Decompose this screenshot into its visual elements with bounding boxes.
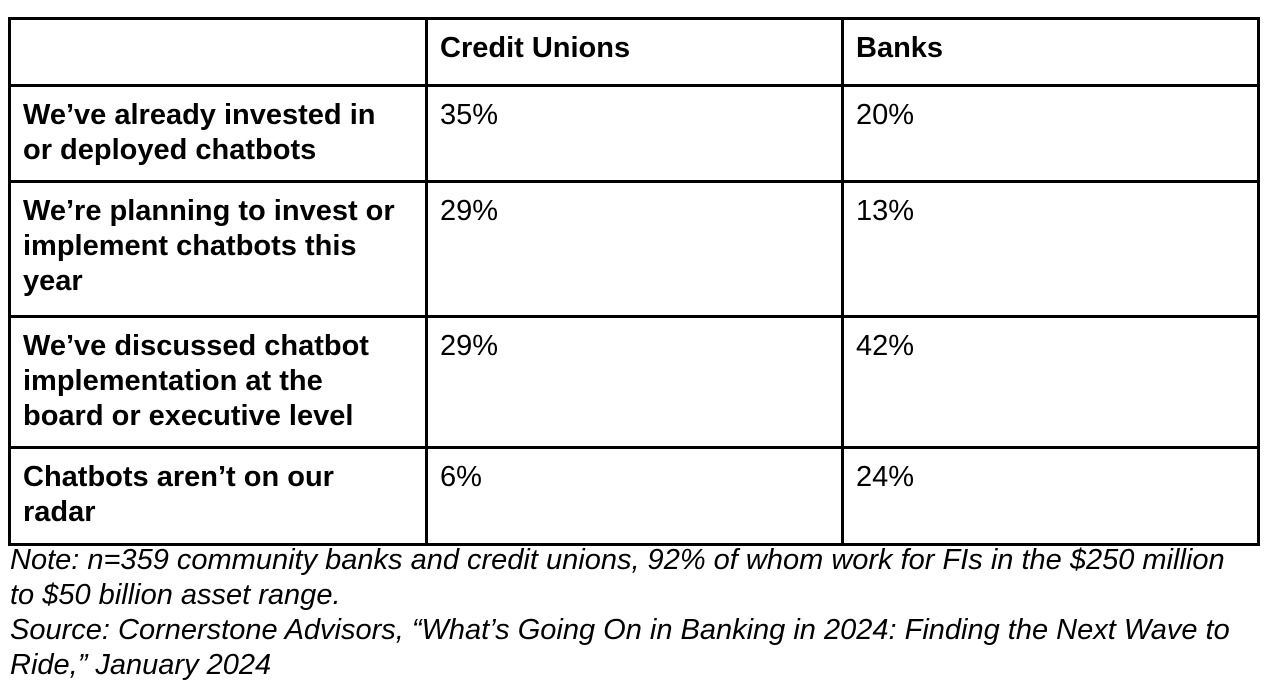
- row-label-column-header: [8, 17, 428, 87]
- table-header-row: Credit Unions Banks: [8, 17, 1260, 87]
- source-text: Source: Cornerstone Advisors, “What’s Go…: [10, 614, 1230, 681]
- credit-unions-value: 29%: [425, 180, 844, 318]
- footnotes: Note: n=359 community banks and credit u…: [10, 543, 1242, 683]
- table-row: We’ve discussed chatbot implementation a…: [8, 315, 1260, 449]
- row-label-discussed: We’ve discussed chatbot implementation a…: [8, 315, 428, 449]
- banks-value: 24%: [841, 446, 1260, 546]
- table-row: Chatbots aren’t on our radar 6% 24%: [8, 446, 1260, 546]
- row-label-not-on-radar: Chatbots aren’t on our radar: [8, 446, 428, 546]
- banks-value: 42%: [841, 315, 1260, 449]
- table-row: We’re planning to invest or implement ch…: [8, 180, 1260, 318]
- banks-column-header: Banks: [841, 17, 1260, 87]
- credit-unions-value: 6%: [425, 446, 844, 546]
- banks-value: 20%: [841, 84, 1260, 183]
- credit-unions-value: 29%: [425, 315, 844, 449]
- table-row: We’ve already invested in or deployed ch…: [8, 84, 1260, 183]
- banks-value: 13%: [841, 180, 1260, 318]
- credit-unions-value: 35%: [425, 84, 844, 183]
- row-label-invested: We’ve already invested in or deployed ch…: [8, 84, 428, 183]
- row-label-planning: We’re planning to invest or implement ch…: [8, 180, 428, 318]
- chatbot-adoption-table: Credit Unions Banks We’ve already invest…: [8, 17, 1260, 546]
- note-text: Note: n=359 community banks and credit u…: [10, 544, 1225, 611]
- credit-unions-column-header: Credit Unions: [425, 17, 844, 87]
